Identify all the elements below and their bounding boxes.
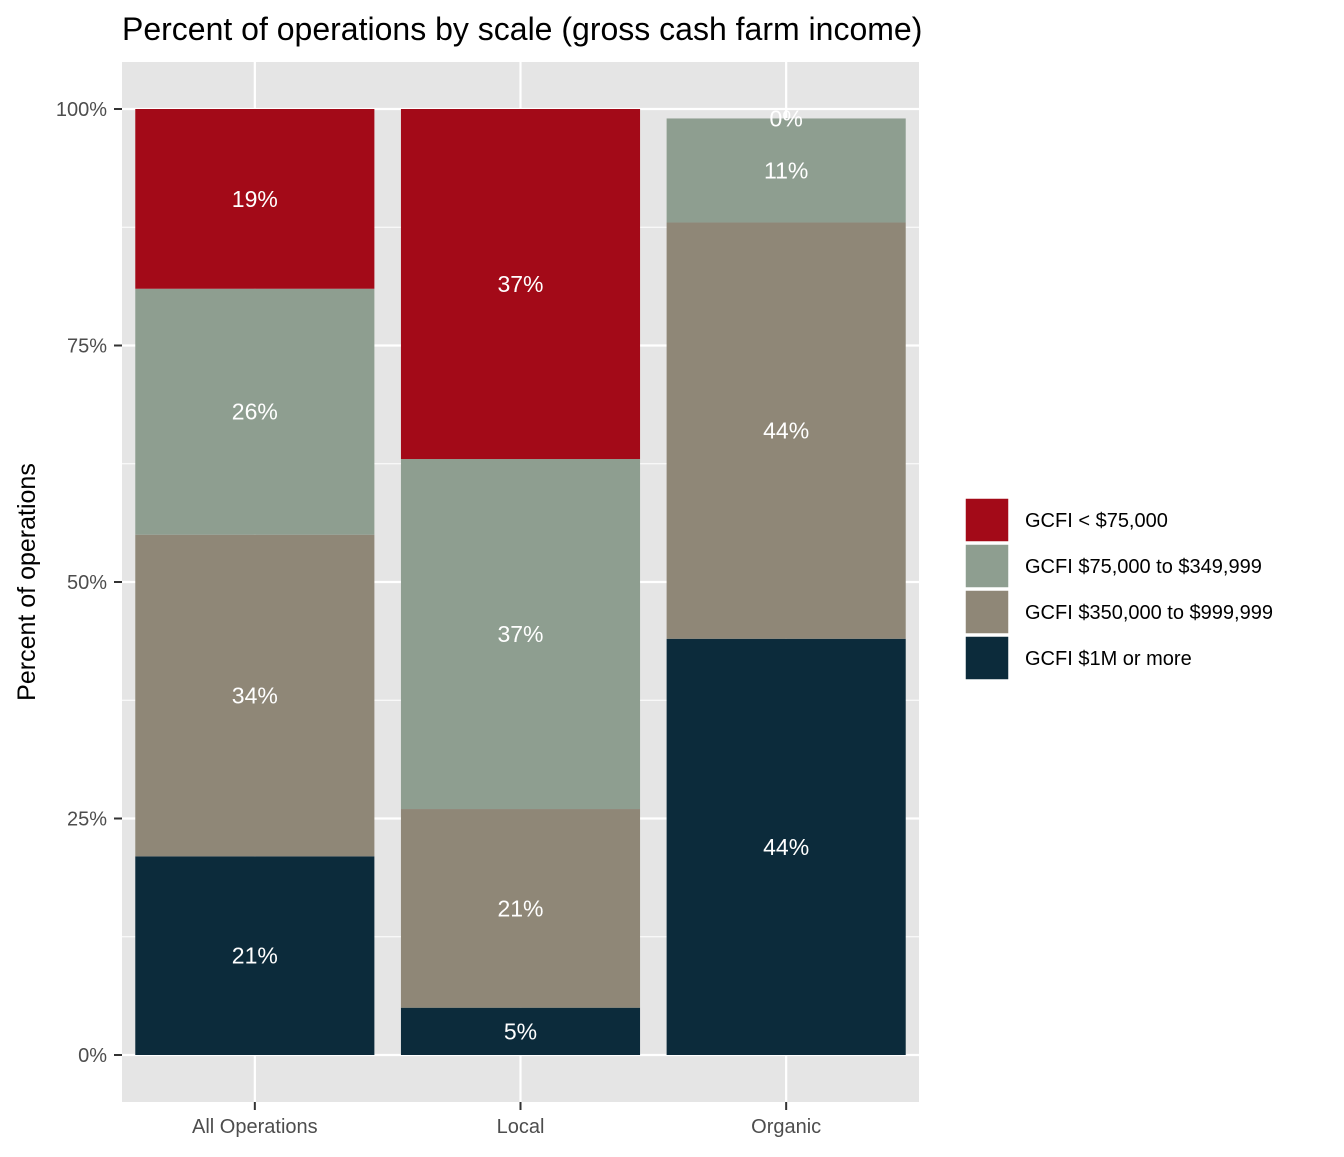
legend-label: GCFI $75,000 to $349,999 [1025,556,1262,578]
bar-labels: 21% 34% 26% 19% 5% 21% 37% 37% 44% 44% 11% 0% [232,105,809,1044]
bar-value-label: 5% [504,1018,537,1044]
y-tick-label: 0% [78,1045,107,1067]
y-tick-label: 75% [67,336,107,358]
bar-segment [135,534,375,857]
bar-segment [666,222,906,639]
legend: GCFI < $75,000 GCFI $75,000 to $349,999 GC… [964,497,1273,681]
bar-value-label: 37% [497,621,543,647]
bar-segment [400,109,641,460]
bar-segment [666,118,906,223]
legend-key [964,497,1010,543]
bar-segment [135,288,375,535]
legend-label: GCFI < $75,000 [1025,510,1168,532]
y-axis: 0% 25% 50% 75% 100% [56,99,122,1067]
bar-segment [666,638,906,1055]
bar-value-label: 0% [770,105,803,131]
legend-label: GCFI $1M or more [1025,648,1192,670]
x-tick-label: Local [497,1116,545,1138]
bar-segment [400,1007,641,1055]
chart-title: Percent of operations by scale (gross ca… [122,11,922,47]
bar-segment [400,809,641,1008]
bar-segment [400,459,641,810]
x-axis: All Operations Local Organic [192,1102,821,1138]
bar-value-label: 19% [232,186,278,212]
bar-value-label: 44% [763,834,809,860]
bar-value-label: 11% [764,157,808,183]
legend-key [964,543,1010,589]
bar-value-label: 44% [763,418,809,444]
bar-segment [135,109,375,289]
bar-value-label: 37% [497,271,543,297]
bar-value-label: 34% [232,683,278,709]
y-tick-label: 50% [67,572,107,594]
y-tick-label: 25% [67,809,107,831]
bars [135,109,906,1055]
y-axis-title: Percent of operations [13,463,41,701]
bar-value-label: 21% [497,895,543,921]
bar-segment [135,856,375,1055]
legend-key [964,635,1010,681]
bar-value-label: 26% [232,399,278,425]
bar-value-label: 21% [232,943,278,969]
legend-label: GCFI $350,000 to $999,999 [1025,602,1273,624]
x-tick-label: Organic [751,1116,821,1138]
y-tick-label: 100% [56,99,107,121]
legend-key [964,589,1010,635]
x-tick-label: All Operations [192,1116,318,1138]
